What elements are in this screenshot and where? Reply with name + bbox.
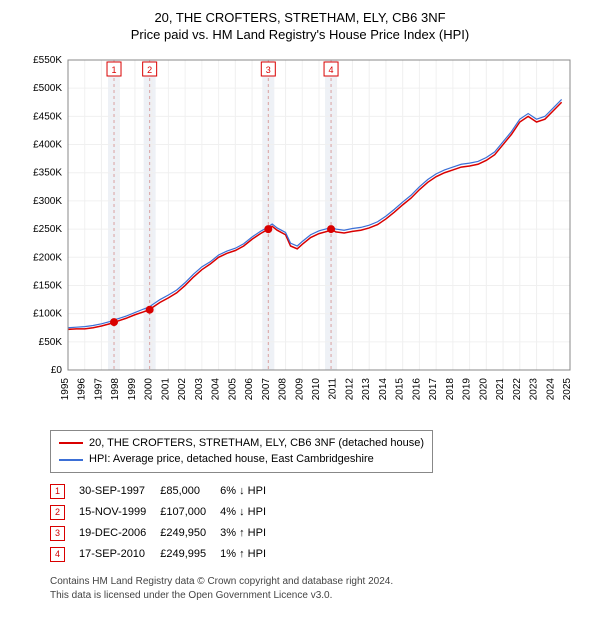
sale-price: £107,000 (160, 502, 220, 523)
svg-text:2013: 2013 (361, 377, 372, 400)
table-row: 2 15-NOV-1999£107,0004% ↓ HPI (50, 502, 280, 523)
svg-text:2000: 2000 (144, 377, 155, 400)
svg-text:£450K: £450K (33, 111, 62, 122)
sale-marker-icon: 3 (50, 526, 65, 541)
sale-marker-icon: 2 (50, 505, 65, 520)
legend-row-1: 20, THE CROFTERS, STRETHAM, ELY, CB6 3NF… (59, 435, 424, 452)
table-row: 4 17-SEP-2010£249,9951% ↑ HPI (50, 544, 280, 565)
sale-delta: 3% ↑ HPI (220, 523, 280, 544)
svg-text:2012: 2012 (344, 377, 355, 400)
sale-price: £249,950 (160, 523, 220, 544)
footer-line-2: This data is licensed under the Open Gov… (50, 589, 590, 603)
table-row: 3 19-DEC-2006£249,9503% ↑ HPI (50, 523, 280, 544)
svg-text:£100K: £100K (33, 308, 62, 319)
svg-text:2021: 2021 (495, 377, 506, 400)
legend-swatch-hpi (59, 459, 83, 461)
sale-delta: 6% ↓ HPI (220, 481, 280, 502)
svg-text:2003: 2003 (194, 377, 205, 400)
svg-text:£250K: £250K (33, 224, 62, 235)
svg-text:1999: 1999 (127, 377, 138, 400)
svg-text:2016: 2016 (411, 377, 422, 400)
svg-text:2004: 2004 (211, 377, 222, 400)
svg-text:1996: 1996 (77, 377, 88, 400)
sale-marker-icon: 4 (50, 547, 65, 562)
legend-label-hpi: HPI: Average price, detached house, East… (89, 451, 374, 468)
sale-date: 30-SEP-1997 (79, 481, 160, 502)
svg-text:2022: 2022 (512, 377, 523, 400)
svg-text:£0: £0 (51, 365, 63, 376)
price-chart: £0 £50K £100K £150K £200K £250K £300K £350K £400… (20, 50, 580, 420)
svg-text:4: 4 (329, 65, 334, 75)
svg-text:2011: 2011 (328, 377, 339, 399)
svg-text:2025: 2025 (562, 377, 573, 400)
svg-text:2: 2 (147, 65, 152, 75)
svg-text:2017: 2017 (428, 377, 439, 400)
svg-text:2006: 2006 (244, 377, 255, 400)
svg-text:£550K: £550K (33, 55, 62, 66)
svg-text:1: 1 (112, 65, 117, 75)
svg-text:1997: 1997 (93, 377, 104, 400)
sale-price: £85,000 (160, 481, 220, 502)
svg-text:£350K: £350K (33, 168, 62, 179)
svg-text:1995: 1995 (60, 377, 71, 400)
svg-text:2001: 2001 (160, 377, 171, 400)
svg-text:2019: 2019 (462, 377, 473, 400)
svg-text:2002: 2002 (177, 377, 188, 400)
sales-table: 1 30-SEP-1997£85,0006% ↓ HPI 2 15-NOV-1999£… (50, 481, 280, 565)
svg-text:3: 3 (266, 65, 271, 75)
sale-delta: 1% ↑ HPI (220, 544, 280, 565)
legend-swatch-property (59, 442, 83, 444)
svg-text:£150K: £150K (33, 280, 62, 291)
svg-text:2010: 2010 (311, 377, 322, 400)
sale-delta: 4% ↓ HPI (220, 502, 280, 523)
svg-text:£300K: £300K (33, 196, 62, 207)
svg-text:2015: 2015 (395, 377, 406, 400)
sale-marker-icon: 1 (50, 484, 65, 499)
svg-text:2007: 2007 (261, 377, 272, 400)
legend: 20, THE CROFTERS, STRETHAM, ELY, CB6 3NF… (50, 430, 433, 473)
svg-text:2024: 2024 (545, 377, 556, 400)
svg-text:2023: 2023 (529, 377, 540, 400)
svg-text:£200K: £200K (33, 252, 62, 263)
sale-price: £249,995 (160, 544, 220, 565)
svg-text:1998: 1998 (110, 377, 121, 400)
title-line-1: 20, THE CROFTERS, STRETHAM, ELY, CB6 3NF (10, 10, 590, 27)
svg-text:2020: 2020 (478, 377, 489, 400)
sale-date: 17-SEP-2010 (79, 544, 160, 565)
table-row: 1 30-SEP-1997£85,0006% ↓ HPI (50, 481, 280, 502)
title-line-2: Price paid vs. HM Land Registry's House … (10, 27, 590, 44)
sale-date: 19-DEC-2006 (79, 523, 160, 544)
sale-date: 15-NOV-1999 (79, 502, 160, 523)
svg-text:2009: 2009 (294, 377, 305, 400)
chart-title: 20, THE CROFTERS, STRETHAM, ELY, CB6 3NF… (10, 10, 590, 44)
svg-text:£400K: £400K (33, 139, 62, 150)
legend-row-2: HPI: Average price, detached house, East… (59, 451, 424, 468)
attribution-footer: Contains HM Land Registry data © Crown c… (50, 575, 590, 603)
legend-label-property: 20, THE CROFTERS, STRETHAM, ELY, CB6 3NF… (89, 435, 424, 452)
svg-text:2018: 2018 (445, 377, 456, 400)
svg-text:2008: 2008 (278, 377, 289, 400)
svg-text:£500K: £500K (33, 83, 62, 94)
svg-text:2005: 2005 (227, 377, 238, 400)
svg-text:2014: 2014 (378, 377, 389, 400)
footer-line-1: Contains HM Land Registry data © Crown c… (50, 575, 590, 589)
svg-text:£50K: £50K (39, 337, 63, 348)
